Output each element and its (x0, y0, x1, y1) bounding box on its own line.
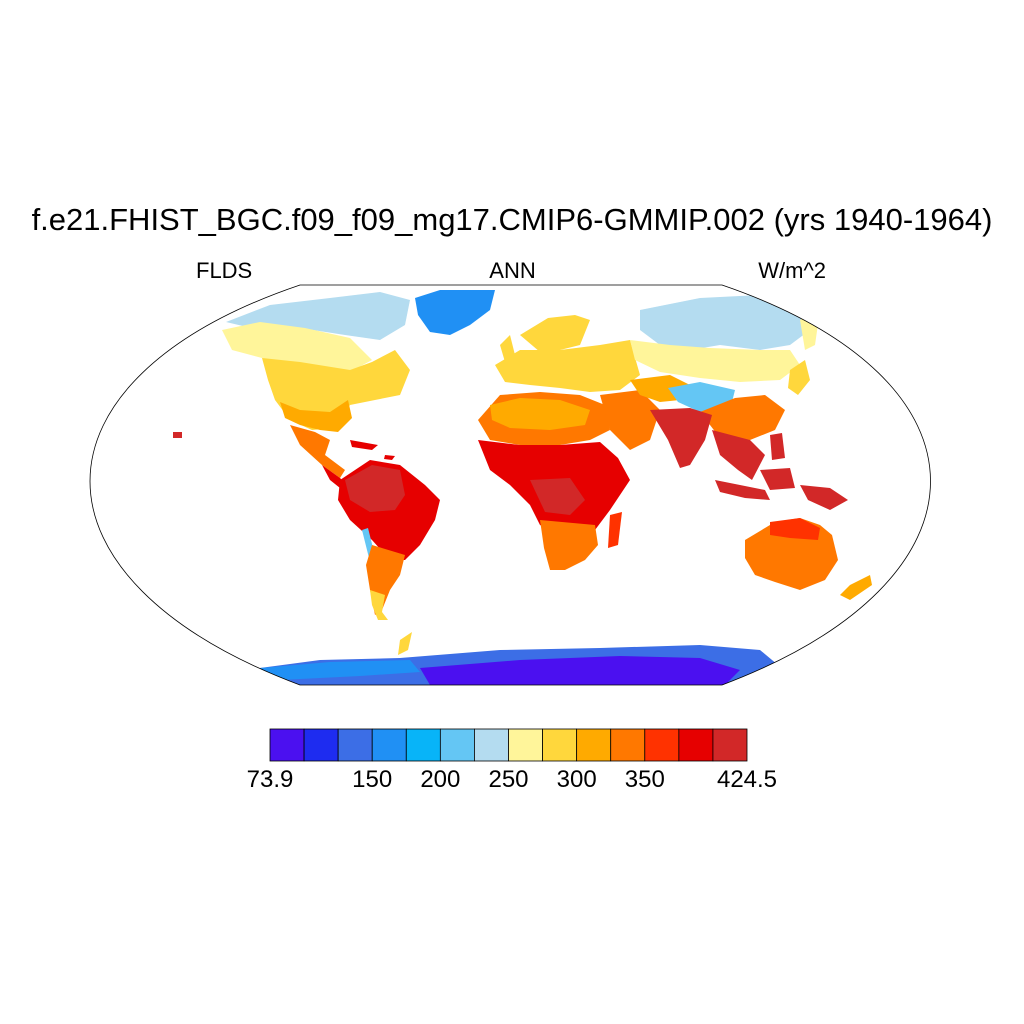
land-japan (788, 360, 810, 395)
colorbar-tick-label: 150 (352, 766, 393, 793)
colorbar-box (474, 728, 509, 762)
land-south-america-south (366, 545, 405, 615)
colorbar-tick-label: 350 (624, 766, 665, 793)
land-indonesia (715, 468, 848, 510)
colorbar-box (712, 728, 748, 762)
colorbar-box (542, 728, 578, 762)
colorbar-box (678, 728, 714, 762)
colorbar-tick-label: 250 (488, 766, 529, 793)
land-siberia (640, 295, 810, 350)
land-central-asia (630, 340, 800, 382)
colorbar-box (269, 728, 305, 762)
land-madagascar (608, 512, 622, 548)
map-projection-border (89, 284, 931, 686)
variable-label: FLDS (196, 258, 253, 283)
land-arabia (600, 390, 660, 450)
land-alaska (222, 322, 372, 372)
land-antarctica-interior (420, 656, 740, 685)
land-uk (500, 335, 515, 362)
season-label: ANN (489, 258, 536, 283)
colorbar (269, 728, 748, 762)
land-congo (530, 478, 585, 515)
land-kamchatka (800, 310, 820, 350)
land-antarctica-coast (260, 660, 420, 680)
land-australia-north (770, 518, 820, 540)
colorbar-box (610, 728, 646, 762)
land-patagonia (370, 590, 388, 620)
land-europe (495, 340, 640, 392)
land-southern-us (280, 400, 352, 432)
land-philippines (770, 433, 785, 460)
land-antarctic-peninsula (398, 632, 412, 655)
land-greenland (415, 290, 495, 335)
land-india (650, 408, 712, 468)
colorbar-tick-label: 424.5 (716, 766, 778, 793)
colorbar-tick-label: 200 (420, 766, 461, 793)
units-label: W/m^2 (758, 258, 826, 283)
colorbar-box (303, 728, 339, 762)
colorbar-box (508, 728, 543, 762)
land-sahara (490, 398, 590, 430)
plot-title: f.e21.FHIST_BGC.f09_f09_mg17.CMIP6-GMMIP… (31, 202, 993, 237)
land-amazon (345, 465, 405, 512)
map-land (173, 290, 872, 685)
colorbar-tick-label: 73.9 (246, 766, 294, 793)
land-hawaii (173, 432, 182, 438)
land-mexico (290, 425, 345, 478)
land-new-zealand (840, 575, 872, 600)
colorbar-box (337, 728, 373, 762)
colorbar-box (644, 728, 680, 762)
land-china (700, 395, 785, 440)
land-scandinavia (520, 315, 590, 352)
colorbar-box (576, 728, 612, 762)
land-tibet (668, 382, 735, 412)
colorbar-box (439, 728, 475, 762)
land-se-asia (712, 430, 765, 480)
colorbar-tick-label: 300 (556, 766, 597, 793)
land-southern-africa (540, 520, 598, 570)
colorbar-box (405, 728, 441, 762)
colorbar-box (371, 728, 407, 762)
land-caribbean (350, 440, 395, 460)
